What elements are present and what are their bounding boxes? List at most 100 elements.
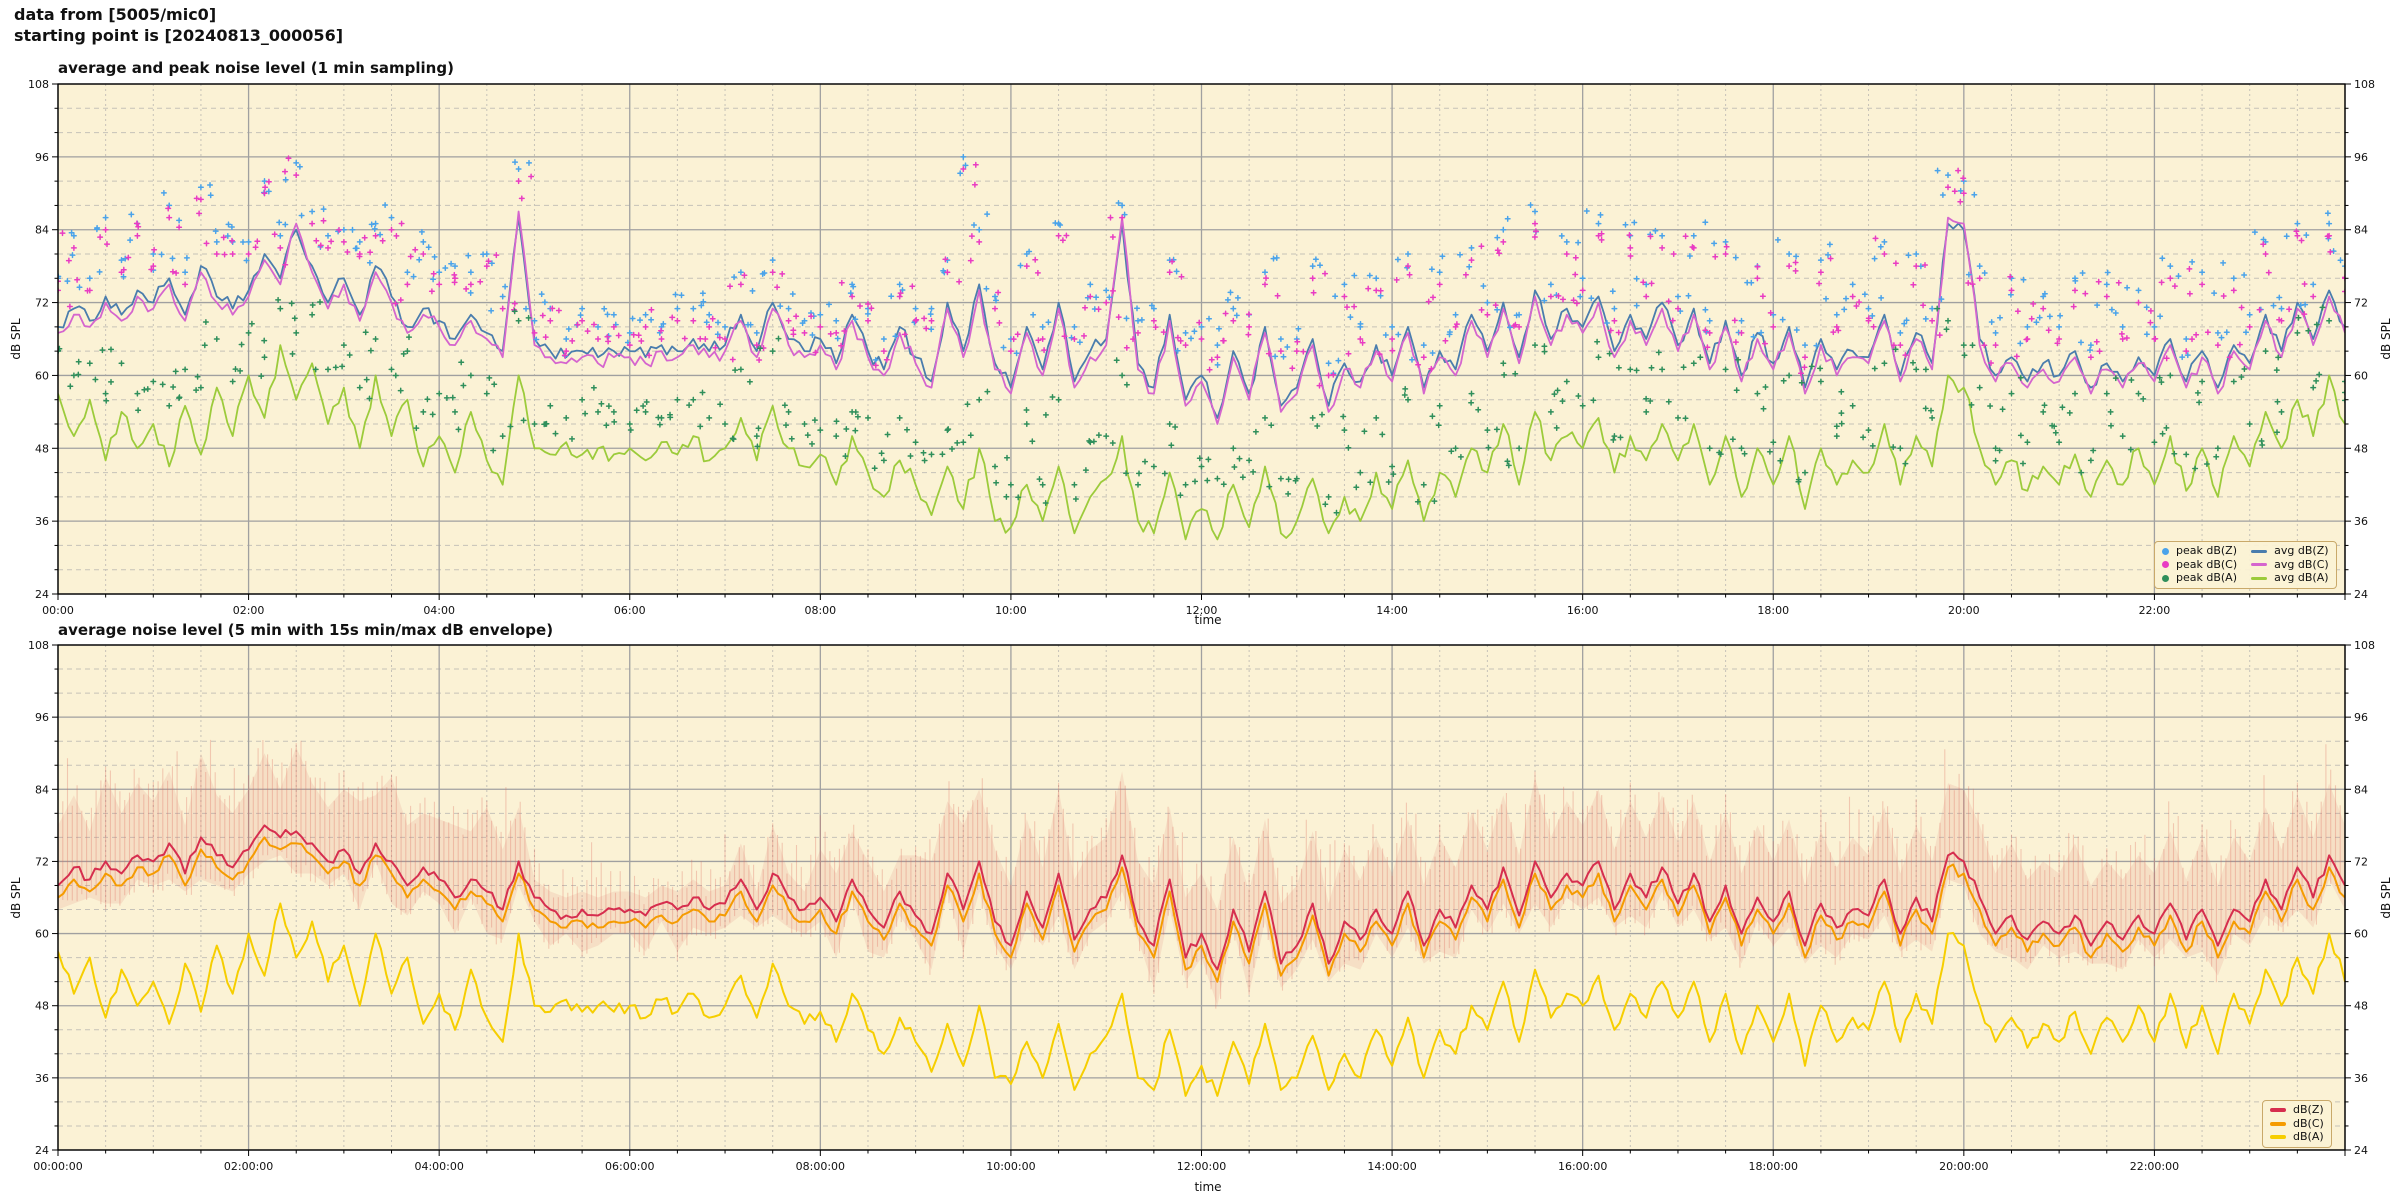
- series-peak dB(A): [58, 296, 2345, 516]
- svg-text:96: 96: [35, 711, 49, 724]
- svg-text:60: 60: [2354, 369, 2368, 382]
- svg-text:14:00: 14:00: [1376, 604, 1408, 617]
- svg-text:12:00: 12:00: [1186, 604, 1218, 617]
- chart1-legend-avg-column: avg dB(Z) avg dB(C) avg dB(A): [2251, 544, 2329, 585]
- svg-text:36: 36: [2354, 1072, 2368, 1085]
- legend-item-dbz: dB(Z): [2270, 1103, 2324, 1117]
- dba-line-icon: [2270, 1135, 2286, 1140]
- dbc-line-icon: [2270, 1121, 2286, 1126]
- svg-text:16:00:00: 16:00:00: [1558, 1160, 1607, 1173]
- svg-text:96: 96: [35, 151, 49, 164]
- legend-item-dbc: dB(C): [2270, 1116, 2324, 1131]
- svg-text:16:00: 16:00: [1567, 604, 1599, 617]
- svg-text:02:00: 02:00: [233, 604, 265, 617]
- svg-text:36: 36: [2354, 515, 2368, 528]
- svg-text:08:00:00: 08:00:00: [796, 1160, 845, 1173]
- svg-text:60: 60: [35, 928, 49, 941]
- svg-text:20:00:00: 20:00:00: [1939, 1160, 1988, 1173]
- dbz-line-icon: [2270, 1108, 2286, 1113]
- legend-item-peak-dba: peak dB(A): [2162, 571, 2237, 585]
- svg-text:00:00:00: 00:00:00: [33, 1160, 82, 1173]
- svg-text:08:00: 08:00: [804, 604, 836, 617]
- svg-text:10:00:00: 10:00:00: [986, 1160, 1035, 1173]
- chart2-xlabel: time: [1194, 1180, 1222, 1194]
- svg-text:36: 36: [35, 1072, 49, 1085]
- series-layer: [58, 739, 2345, 1097]
- svg-text:20:00: 20:00: [1948, 604, 1980, 617]
- svg-text:84: 84: [2354, 783, 2368, 796]
- chart1-ylabel-right: dB SPL: [2379, 318, 2393, 360]
- svg-text:04:00: 04:00: [423, 604, 455, 617]
- legend-label: avg dB(Z): [2274, 544, 2329, 557]
- svg-text:72: 72: [2354, 297, 2368, 310]
- avg-dbc-line-icon: [2251, 563, 2268, 567]
- svg-text:24: 24: [35, 588, 49, 601]
- legend-label: avg dB(A): [2274, 571, 2329, 584]
- chart2: 24 24 36 36 48 48 60 60 72 72 84 84 96 96 108 108 00:00:…: [28, 639, 2375, 1173]
- svg-text:18:00:00: 18:00:00: [1749, 1160, 1798, 1173]
- svg-text:14:00:00: 14:00:00: [1367, 1160, 1416, 1173]
- series-dB(C): [58, 836, 2345, 983]
- axes-ticks: 24 24 36 36 48 48 60 60 72 72 84 84 96 96 108 108 00:00 0…: [28, 78, 2375, 617]
- svg-text:24: 24: [35, 1144, 49, 1157]
- svg-text:84: 84: [35, 224, 49, 237]
- chart2-title: average noise level (5 min with 15s min/…: [58, 621, 554, 639]
- axes-ticks: 24 24 36 36 48 48 60 60 72 72 84 84 96 96 108 108 00:00:…: [28, 639, 2375, 1173]
- series-envelope-hair: [58, 739, 2345, 1009]
- series-dB(Z): [58, 824, 2345, 971]
- legend-item-peak-dbc: peak dB(C): [2162, 557, 2238, 572]
- legend-item-dba: dB(A): [2270, 1130, 2324, 1144]
- svg-text:02:00:00: 02:00:00: [224, 1160, 273, 1173]
- chart1-xlabel: time: [1194, 613, 1222, 627]
- svg-text:72: 72: [35, 855, 49, 868]
- peak-dbz-marker-icon: [2162, 547, 2169, 555]
- svg-text:84: 84: [35, 783, 49, 796]
- legend-item-avg-dbz: avg dB(Z): [2251, 544, 2329, 558]
- legend-label: dB(C): [2293, 1116, 2324, 1130]
- svg-text:108: 108: [2354, 639, 2375, 652]
- svg-text:36: 36: [35, 515, 49, 528]
- legend-item-peak-dbz: peak dB(Z): [2162, 544, 2238, 558]
- chart1-title: average and peak noise level (1 min samp…: [58, 59, 454, 77]
- legend-item-avg-dba: avg dB(A): [2251, 571, 2329, 585]
- svg-text:24: 24: [2354, 1144, 2368, 1157]
- chart1-legend: peak dB(Z) peak dB(C) peak dB(A) avg dB(…: [2154, 541, 2337, 589]
- header: data from [5005/mic0] starting point is …: [14, 4, 343, 46]
- series-peak dB(C): [58, 155, 2345, 389]
- svg-text:60: 60: [2354, 928, 2368, 941]
- series-15s min/max envelope dB(Z): [58, 747, 2345, 1006]
- svg-text:48: 48: [2354, 442, 2368, 455]
- series-dB(A): [58, 902, 2345, 1097]
- chart2-ylabel-left: dB SPL: [9, 877, 23, 919]
- svg-text:00:00: 00:00: [42, 604, 74, 617]
- svg-text:06:00:00: 06:00:00: [605, 1160, 654, 1173]
- legend-label: peak dB(A): [2176, 571, 2237, 584]
- svg-text:22:00: 22:00: [2139, 604, 2171, 617]
- series-avg dB(C): [58, 210, 2345, 425]
- avg-dba-line-icon: [2251, 576, 2268, 580]
- peak-dba-marker-icon: [2162, 574, 2169, 582]
- svg-text:108: 108: [28, 78, 49, 91]
- legend-label: peak dB(C): [2176, 557, 2238, 571]
- legend-label: peak dB(Z): [2176, 544, 2238, 557]
- chart1-ylabel-left: dB SPL: [9, 318, 23, 360]
- svg-text:48: 48: [35, 1000, 49, 1013]
- svg-text:108: 108: [2354, 78, 2375, 91]
- svg-text:96: 96: [2354, 151, 2368, 164]
- series-avg dB(A): [58, 344, 2345, 541]
- svg-text:84: 84: [2354, 224, 2368, 237]
- chart2-legend-column: dB(Z) dB(C) dB(A): [2270, 1103, 2324, 1144]
- svg-text:48: 48: [2354, 1000, 2368, 1013]
- svg-text:60: 60: [35, 369, 49, 382]
- chart2-legend: dB(Z) dB(C) dB(A): [2262, 1100, 2332, 1148]
- header-line1: data from [5005/mic0]: [14, 5, 217, 24]
- peak-dbc-marker-icon: [2162, 561, 2169, 569]
- chart1-legend-peak-column: peak dB(Z) peak dB(C) peak dB(A): [2162, 544, 2238, 585]
- chart1: 24 24 36 36 48 48 60 60 72 72 84 84 96 96 108 108 00:00 0…: [28, 78, 2375, 617]
- svg-text:10:00: 10:00: [995, 604, 1027, 617]
- legend-item-avg-dbc: avg dB(C): [2251, 558, 2329, 572]
- svg-text:18:00: 18:00: [1757, 604, 1789, 617]
- svg-text:48: 48: [35, 442, 49, 455]
